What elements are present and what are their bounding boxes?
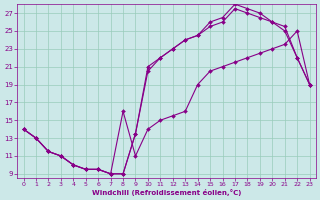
X-axis label: Windchill (Refroidissement éolien,°C): Windchill (Refroidissement éolien,°C): [92, 189, 241, 196]
